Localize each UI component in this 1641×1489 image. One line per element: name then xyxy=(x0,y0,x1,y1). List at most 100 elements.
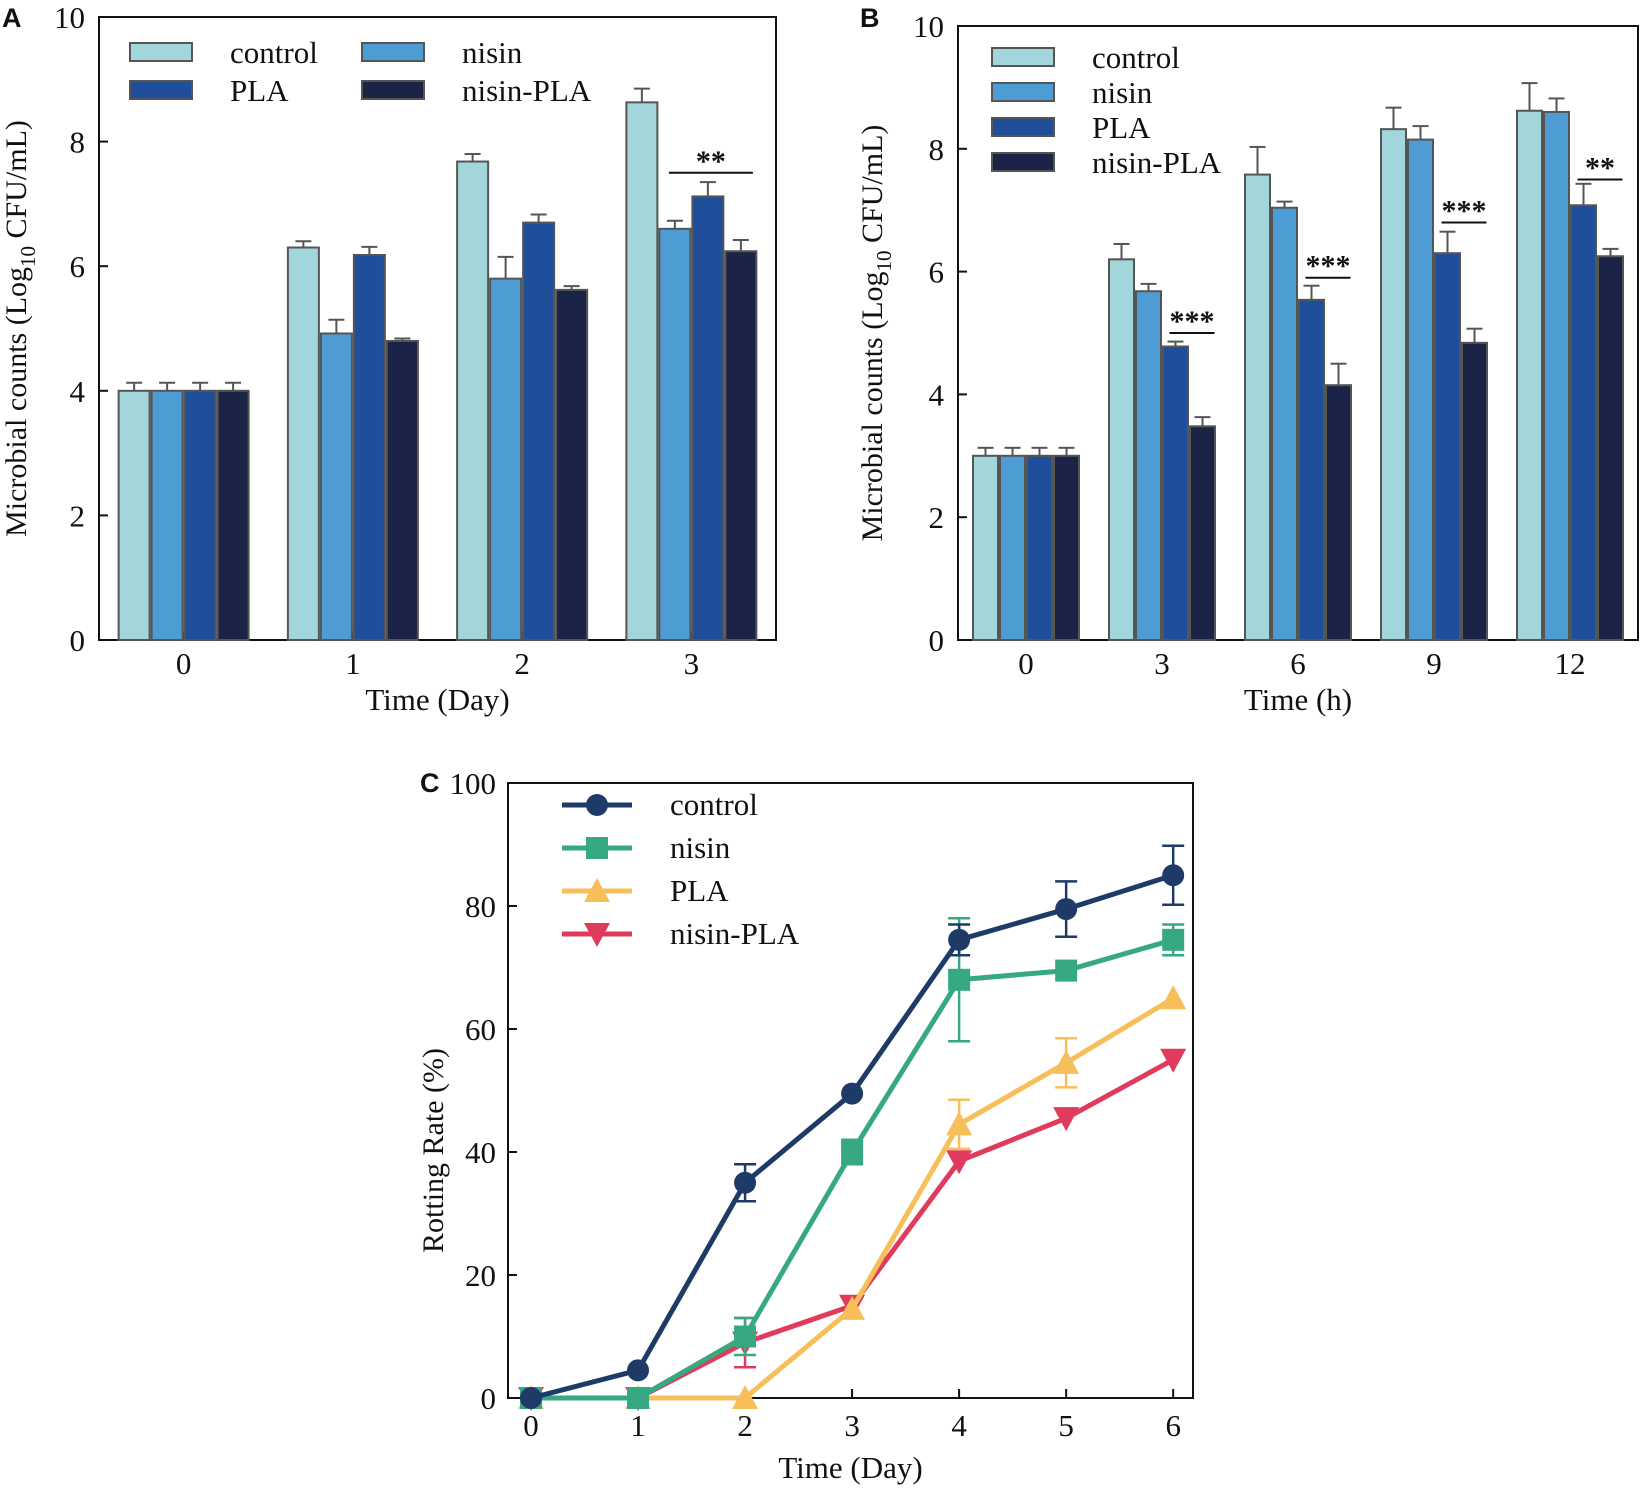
bar-control xyxy=(625,101,659,641)
bar-PLA xyxy=(352,253,386,641)
bar-control xyxy=(1108,258,1135,641)
data-point-nisin xyxy=(841,1141,864,1163)
bar-nisin xyxy=(1271,206,1298,642)
panel-letter: B xyxy=(860,3,880,33)
x-tick-label: 9 xyxy=(1426,646,1442,681)
y-axis-label: Rotting Rate (%) xyxy=(417,1048,450,1253)
legend-label: PLA xyxy=(230,73,289,108)
series-line-PLA xyxy=(531,996,1175,1401)
data-point-PLA xyxy=(946,1111,973,1136)
bar-nisin-PLA xyxy=(1325,384,1352,641)
x-tick-label: 2 xyxy=(737,1408,753,1443)
bar-control xyxy=(1516,109,1543,642)
data-point-nisin-PLA xyxy=(1053,1107,1080,1132)
legend-marker-control xyxy=(586,794,608,816)
x-tick-label: 0 xyxy=(176,646,192,681)
data-point-nisin-PLA xyxy=(946,1150,973,1175)
legend-label: nisin xyxy=(462,35,523,70)
legend-label: PLA xyxy=(1092,110,1151,145)
y-tick-label: 4 xyxy=(929,377,945,412)
y-tick-label: 2 xyxy=(929,500,945,535)
bar-nisin-PLA xyxy=(1597,255,1624,641)
y-axis-label-subscript: 10 xyxy=(872,250,896,271)
plot-frame xyxy=(507,782,1194,1399)
data-point-control xyxy=(1055,898,1078,921)
x-tick-label: 6 xyxy=(1165,1408,1181,1443)
legend-label: control xyxy=(230,35,318,70)
y-tick-label: 6 xyxy=(929,255,945,290)
y-tick-label: 80 xyxy=(465,889,496,924)
bar-nisin-PLA xyxy=(1053,454,1080,641)
legend-label: control xyxy=(670,787,758,822)
data-point-nisin xyxy=(948,968,971,991)
legend-label: control xyxy=(1092,40,1180,75)
bar-control xyxy=(1244,173,1271,641)
bar-nisin xyxy=(1407,138,1434,641)
data-point-control xyxy=(841,1082,864,1105)
y-axis-label: Microbial counts (Log10 CFU/mL) xyxy=(856,125,896,542)
y-axis-label-subscript: 10 xyxy=(16,246,40,267)
legend-marker-PLA xyxy=(584,878,610,902)
x-axis-label: Time (Day) xyxy=(365,682,509,717)
legend-swatch-nisin-PLA xyxy=(991,152,1055,172)
y-axis-label-main: Microbial counts (Log xyxy=(856,271,889,541)
legend-label: nisin-PLA xyxy=(462,73,592,108)
bar-nisin-PLA xyxy=(555,288,589,641)
legend-label: nisin-PLA xyxy=(670,916,800,951)
x-axis-label: Time (Day) xyxy=(778,1450,922,1485)
bar-nisin-PLA xyxy=(1461,341,1488,641)
legend-label: nisin-PLA xyxy=(1092,145,1222,180)
y-tick-label: 20 xyxy=(465,1258,496,1293)
x-tick-label: 3 xyxy=(1154,646,1170,681)
bar-PLA xyxy=(1434,252,1461,641)
y-tick-label: 0 xyxy=(481,1381,497,1416)
panel-letter: A xyxy=(2,3,22,33)
bar-PLA xyxy=(522,221,556,641)
significance-stars: ** xyxy=(1585,152,1615,185)
bar-PLA xyxy=(1026,454,1053,641)
data-point-control xyxy=(734,1171,757,1194)
x-tick-label: 0 xyxy=(523,1408,539,1443)
y-axis-label: Microbial counts (Log10 CFU/mL) xyxy=(0,120,40,537)
legend-swatch-nisin xyxy=(991,82,1055,102)
legend-label: nisin xyxy=(1092,75,1153,110)
y-tick-label: 8 xyxy=(70,125,86,160)
bar-control xyxy=(1380,128,1407,641)
legend-swatch-nisin xyxy=(361,42,425,62)
data-point-control xyxy=(627,1359,650,1382)
data-point-nisin xyxy=(734,1325,757,1348)
bar-nisin xyxy=(1543,110,1570,641)
y-axis-label-unit: CFU/mL) xyxy=(0,120,33,246)
legend-swatch-control xyxy=(991,47,1055,67)
bar-PLA xyxy=(183,389,217,641)
y-tick-label: 6 xyxy=(70,249,86,284)
bar-nisin xyxy=(658,227,692,641)
panel-c: C 0 20 40 60 80 100 0 1 2 3 4 5 6 Rotting Rate (%) Time… xyxy=(417,766,1194,1485)
y-axis-label-unit: CFU/mL) xyxy=(856,125,889,251)
y-tick-label: 0 xyxy=(929,623,945,658)
data-point-nisin-PLA xyxy=(1160,1048,1187,1073)
panel-letter: C xyxy=(420,768,440,798)
y-tick-label: 60 xyxy=(465,1012,496,1047)
significance-stars: *** xyxy=(1170,305,1215,338)
data-point-PLA xyxy=(839,1295,866,1320)
legend-swatch-PLA xyxy=(129,80,193,100)
legend-label: nisin xyxy=(670,830,731,865)
bar-nisin-PLA xyxy=(724,250,758,642)
y-tick-label: 4 xyxy=(70,374,86,409)
bar-nisin-PLA xyxy=(385,339,419,641)
x-axis-label: Time (h) xyxy=(1244,682,1352,717)
bar-control xyxy=(972,454,999,641)
significance-stars: ** xyxy=(696,145,726,178)
bar-nisin xyxy=(1135,290,1162,641)
data-point-PLA xyxy=(732,1385,759,1409)
data-point-nisin xyxy=(1055,959,1078,982)
data-point-control xyxy=(520,1387,542,1409)
bar-nisin xyxy=(999,454,1026,641)
y-tick-label: 8 xyxy=(929,132,945,167)
x-tick-label: 0 xyxy=(1018,646,1034,681)
bar-control xyxy=(117,389,151,641)
data-point-control xyxy=(1162,864,1185,887)
